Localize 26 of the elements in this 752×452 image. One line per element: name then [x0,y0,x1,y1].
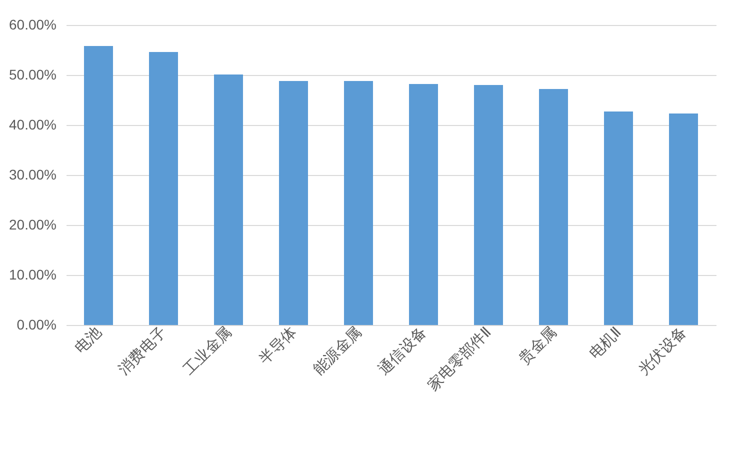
bar [604,112,633,325]
y-tick-label: 40.00% [9,116,56,132]
bar [84,46,113,325]
bar [344,81,373,325]
bar [409,84,438,325]
x-tick-label: 能源金属 [310,323,365,378]
x-tick-label: 贵金属 [515,323,560,368]
bar [149,52,178,325]
bar [474,85,503,325]
bar [214,74,243,325]
y-tick-label: 20.00% [9,216,56,232]
y-tick-label: 0.00% [16,316,56,332]
y-tick-label: 60.00% [9,16,56,32]
y-tick-label: 50.00% [9,66,56,82]
x-tick-label: 电池 [70,323,105,358]
bar [539,89,568,325]
bar [279,81,308,325]
x-tick-label: 工业金属 [180,323,235,378]
x-tick-label: 光伏设备 [634,323,690,378]
x-tick-label: 半导体 [255,323,300,368]
y-tick-label: 30.00% [9,166,56,182]
x-tick-label: 通信设备 [374,323,430,378]
bar [669,114,698,325]
x-tick-label: 电机Ⅱ [586,323,625,362]
x-tick-label: 消费电子 [114,323,170,378]
y-tick-label: 10.00% [9,266,56,282]
